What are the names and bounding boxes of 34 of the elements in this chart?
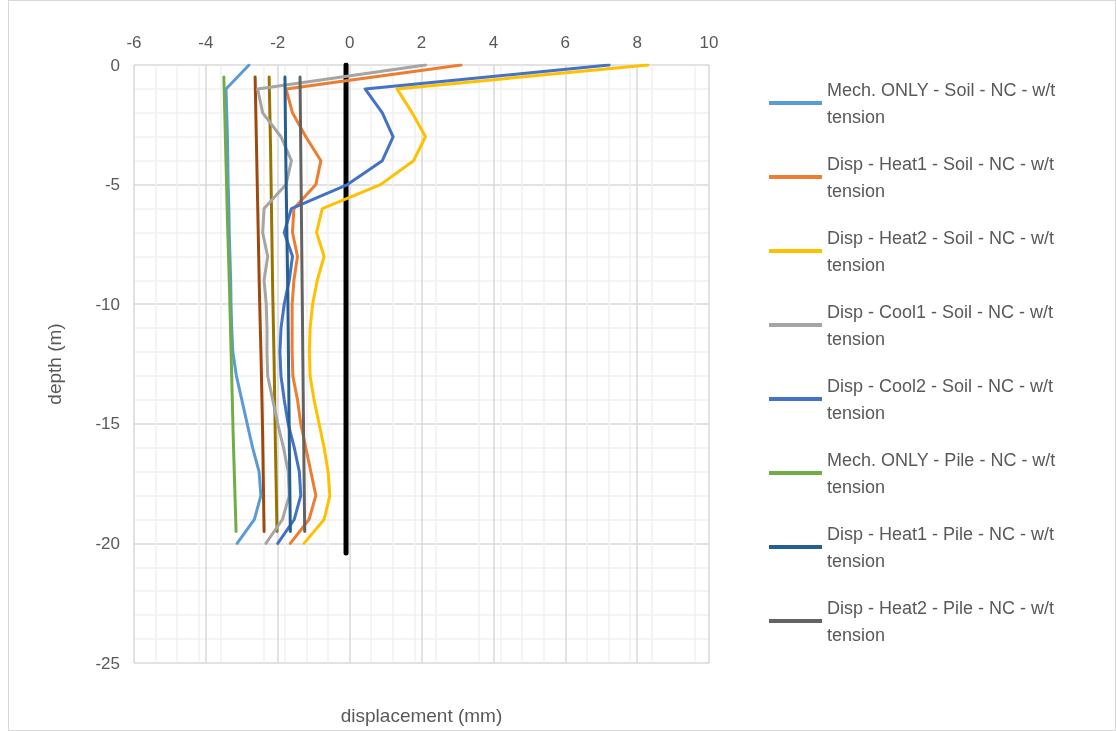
legend-label: Mech. ONLY - Pile - NC - w/t tension <box>827 449 1061 497</box>
x-tick-label: -4 <box>198 33 214 52</box>
line-series <box>283 75 292 533</box>
y-tick-label: -5 <box>104 175 120 195</box>
x-tick-label: 10 <box>699 33 719 52</box>
line-series <box>302 63 650 545</box>
x-tick-label: 2 <box>416 33 427 52</box>
legend-label: Disp - Heat2 - Soil - NC - w/t tension <box>827 227 1060 275</box>
y-tick-label: -15 <box>95 414 120 434</box>
line-series <box>256 63 427 545</box>
x-axis-title: displacement (mm) <box>340 705 503 726</box>
y-axis-title: depth (m) <box>44 323 65 405</box>
y-tick-label: -20 <box>95 533 120 553</box>
line-series <box>276 63 611 545</box>
legend-label: Disp - Heat1 - Soil - NC - w/t tension <box>827 153 1060 201</box>
line-series <box>222 75 238 533</box>
line-series <box>267 75 279 533</box>
legend-label: Mech. ONLY - Soil - NC - w/t tension <box>827 79 1061 127</box>
x-tick-label: -2 <box>270 33 286 52</box>
line-series <box>253 75 266 533</box>
legend-label: Disp - Heat1 - Pile - NC - w/t tension <box>827 523 1060 571</box>
x-tick-label: 8 <box>632 33 642 52</box>
x-tick-label: 4 <box>488 33 499 52</box>
line-series <box>284 63 463 545</box>
legend-label: Disp - Cool1 - Soil - NC - w/t tension <box>827 301 1059 349</box>
y-tick-label: -10 <box>95 294 120 314</box>
y-tick-label: -25 <box>95 653 120 673</box>
x-tick-label: 6 <box>560 33 570 52</box>
x-tick-label: -6 <box>126 33 142 52</box>
line-series <box>298 75 307 533</box>
legend-label: Disp - Heat2 - Pile - NC - w/t tension <box>827 597 1060 645</box>
x-tick-label: 0 <box>344 33 355 52</box>
y-tick-label: 0 <box>110 55 120 75</box>
legend-label: Disp - Cool2 - Soil - NC - w/t tension <box>827 375 1059 423</box>
